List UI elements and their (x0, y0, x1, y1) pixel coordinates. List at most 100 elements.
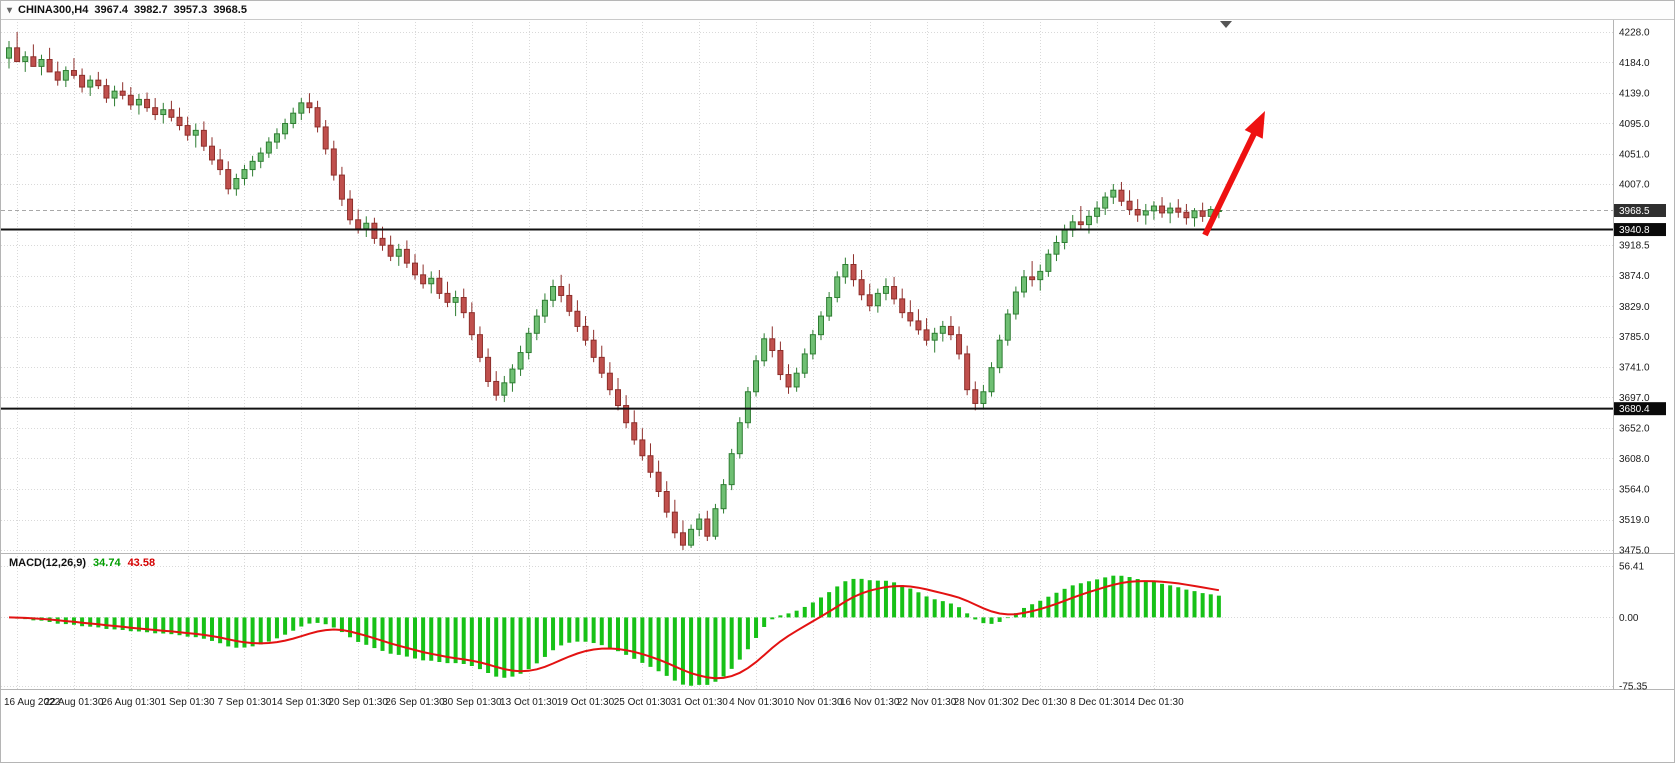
candle (915, 309, 922, 335)
price-tick-label: 3741.0 (1619, 362, 1650, 373)
candle (907, 300, 914, 327)
candles-layer (6, 32, 1222, 550)
time-tick-label: 22 Aug 01:30 (44, 697, 103, 708)
candle (79, 68, 86, 93)
candle (209, 137, 215, 165)
candle (509, 364, 516, 392)
candle (103, 78, 110, 103)
candle (882, 278, 889, 301)
candle (452, 290, 459, 317)
candle (6, 40, 12, 69)
candle (233, 173, 240, 196)
candle (769, 326, 776, 358)
candle (1142, 203, 1149, 225)
candle (558, 274, 565, 303)
candle (257, 147, 264, 169)
candle (306, 93, 313, 114)
candle (598, 345, 605, 379)
candle (1183, 203, 1190, 225)
candle (574, 300, 581, 332)
candle (1012, 286, 1019, 320)
candle (842, 257, 849, 284)
candle (501, 375, 508, 403)
macd-signal-line (8, 580, 1220, 680)
price-tick-label: 4095.0 (1619, 119, 1650, 130)
indicator-axis[interactable]: 56.41 0.00 -75.35 (1619, 562, 1648, 693)
candle (127, 87, 134, 110)
candle (850, 254, 857, 287)
candle (1199, 202, 1206, 222)
time-tick-label: 8 Dec 01:30 (1070, 697, 1124, 708)
candle (1191, 208, 1198, 227)
svg-text:3680.4: 3680.4 (1619, 404, 1650, 415)
time-tick-label: 4 Nov 01:30 (729, 697, 783, 708)
candle (70, 58, 77, 79)
candle (1118, 181, 1125, 207)
symbol-dropdown-icon[interactable]: ▾ (7, 4, 13, 16)
candle (22, 51, 29, 72)
indicator-tick-label: 0.00 (1619, 613, 1639, 624)
price-tick-label: 3652.0 (1619, 424, 1650, 435)
candle (866, 283, 873, 312)
candle (631, 410, 638, 445)
indicator-tick-label: -75.35 (1619, 682, 1648, 693)
hline-price-badge: 3940.8 (1614, 223, 1666, 237)
time-tick-label: 31 Oct 01:30 (671, 697, 729, 708)
candle (956, 326, 963, 360)
candle (54, 61, 61, 86)
candle (736, 417, 743, 459)
candle (891, 276, 898, 305)
candle (996, 334, 1003, 374)
candle (1175, 199, 1182, 218)
time-tick-label: 14 Dec 01:30 (1124, 697, 1184, 708)
chart-title-bar: ▾ CHINA300,H4 3967.4 3982.7 3957.3 3968.… (1, 1, 1674, 20)
candle (606, 362, 613, 396)
ohlc-open-value: 3967.4 (94, 4, 128, 16)
candle (476, 326, 483, 363)
candle (371, 217, 378, 244)
candle (460, 288, 467, 319)
candle (517, 345, 524, 376)
horizontal-lines-layer (1, 228, 1613, 410)
candle (615, 378, 621, 411)
chart-shift-marker-icon[interactable] (1220, 21, 1232, 28)
price-tick-label: 4007.0 (1619, 180, 1650, 191)
price-tick-label: 3475.0 (1619, 545, 1650, 556)
candle (1037, 264, 1044, 291)
candle (282, 118, 289, 140)
candle (436, 270, 443, 299)
ohlc-close-value: 3968.5 (213, 4, 247, 16)
candle (1045, 249, 1052, 277)
trend-arrow[interactable] (1202, 111, 1265, 237)
candle (679, 520, 686, 550)
time-tick-label: 20 Sep 01:30 (328, 697, 388, 708)
candle (533, 309, 540, 341)
candle (744, 386, 751, 429)
indicator-name: MACD(12,26,9) (9, 557, 87, 569)
candle (923, 318, 930, 346)
candle (1077, 206, 1084, 229)
time-tick-label: 14 Sep 01:30 (272, 697, 332, 708)
candle (582, 316, 589, 346)
time-tick-label: 25 Oct 01:30 (614, 697, 672, 708)
candle (1021, 270, 1027, 298)
candle (95, 71, 102, 90)
candle (14, 32, 21, 63)
price-axis[interactable]: 4228.0 4184.0 4139.0 4095.0 4051.0 4007.0 3918… (1614, 28, 1666, 557)
indicator-tick-label: 56.41 (1619, 562, 1644, 573)
candle (1053, 235, 1060, 262)
candle (1150, 201, 1157, 220)
candle (623, 395, 630, 429)
candle (322, 120, 329, 155)
candle (761, 333, 768, 367)
candle (241, 164, 248, 186)
candle (1159, 197, 1166, 218)
candle (1167, 202, 1174, 224)
candle (428, 271, 435, 294)
candle (387, 235, 394, 262)
candle (1126, 190, 1133, 215)
candle (858, 270, 865, 301)
grid-lines (1, 19, 1613, 689)
